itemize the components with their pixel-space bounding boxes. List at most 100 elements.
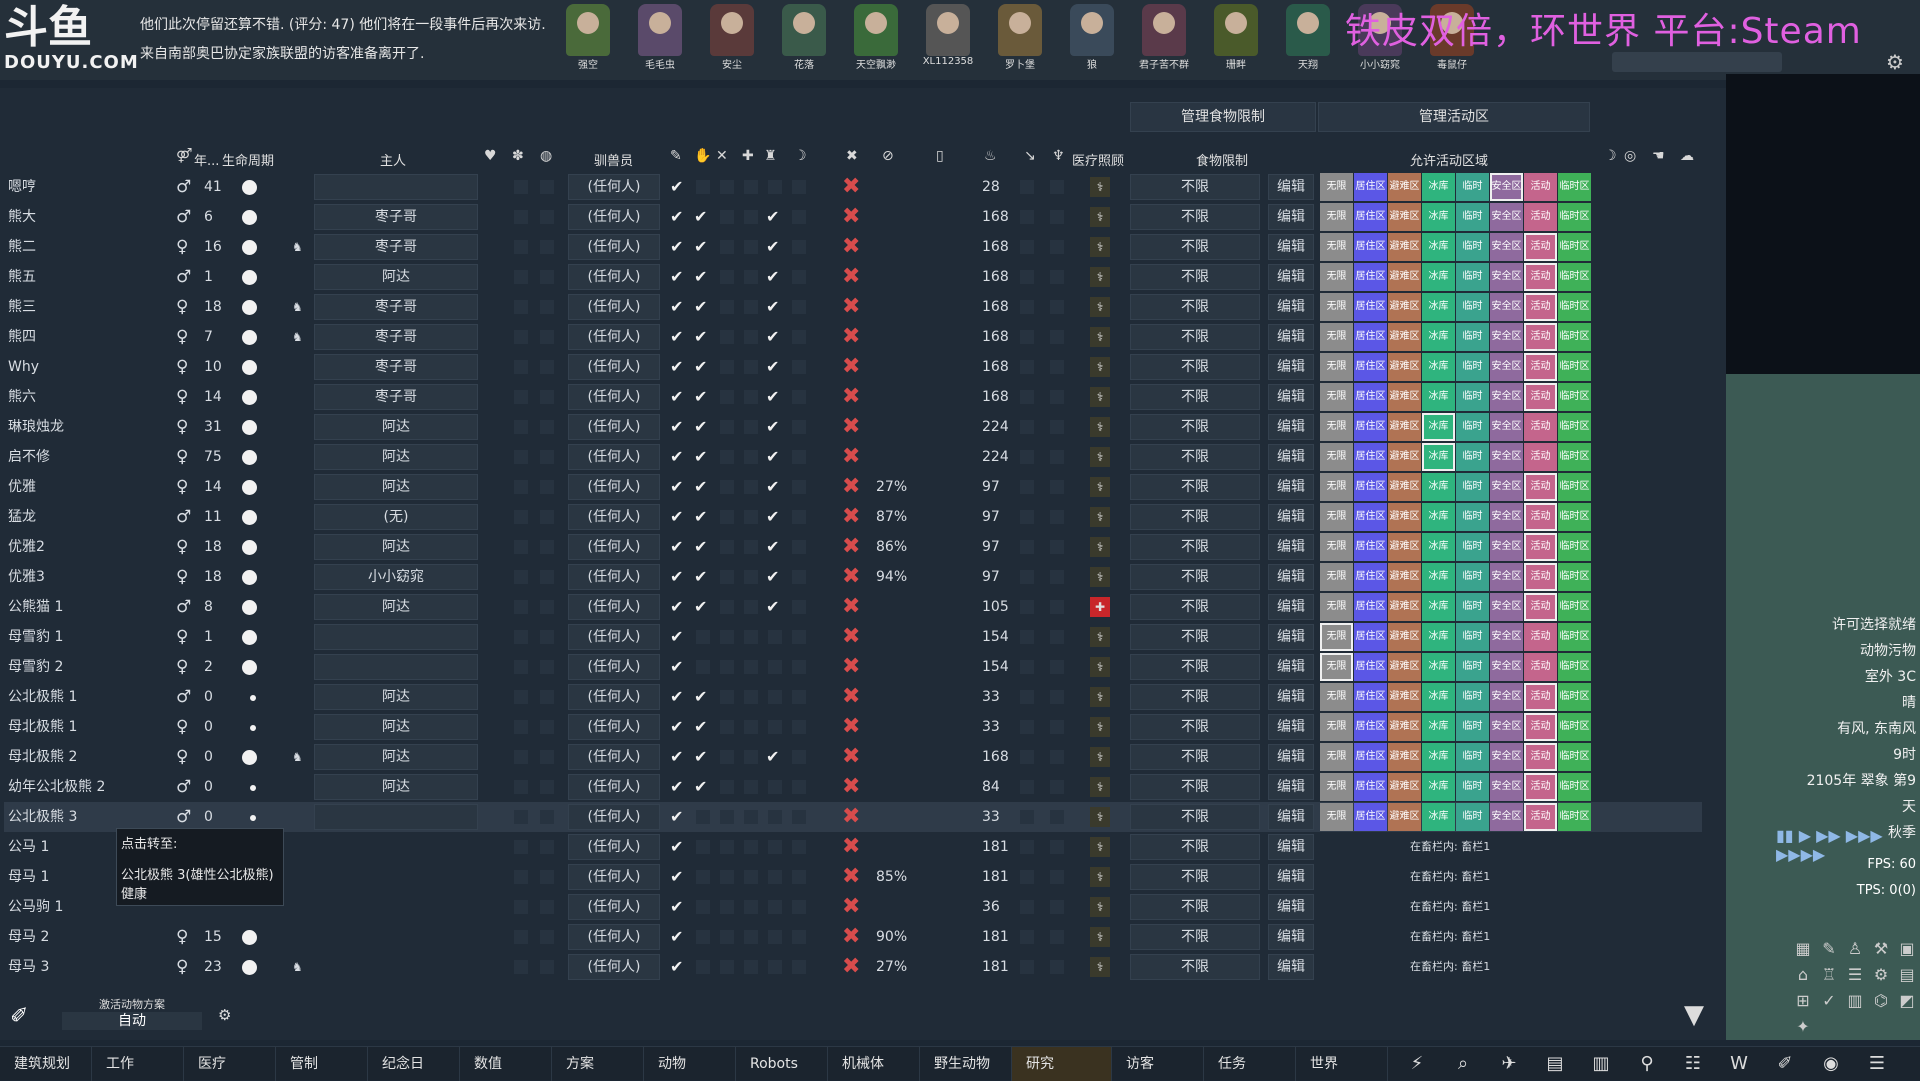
toggle-box[interactable] xyxy=(540,420,554,434)
toggle-box[interactable] xyxy=(540,870,554,884)
toggle-box[interactable] xyxy=(792,690,806,704)
food-select[interactable]: 不限 xyxy=(1130,774,1260,800)
food-select[interactable]: 不限 xyxy=(1130,684,1260,710)
toggle-box[interactable] xyxy=(1050,270,1064,284)
zone-cell[interactable]: 安全区 xyxy=(1490,653,1523,681)
slaughter-x-icon[interactable]: ✖ xyxy=(842,834,861,859)
zone-cell[interactable]: 临时 xyxy=(1456,173,1489,201)
toggle-box[interactable] xyxy=(1050,630,1064,644)
search-icon[interactable]: ⌕ xyxy=(1457,1053,1469,1074)
zone-cell[interactable]: 安全区 xyxy=(1490,413,1523,441)
toggle-box[interactable] xyxy=(744,210,758,224)
toggle-box[interactable] xyxy=(1020,210,1034,224)
table-row[interactable]: 嗯哼 ♂ 41 (任何人) ✔ ✖ 28 ⚕ 不限 编辑 无限 居住区 避难区 冰库 临时 安全区 活动 临时区 xyxy=(4,172,1702,202)
check-icon[interactable]: ✔ xyxy=(766,567,780,586)
toggle-box[interactable] xyxy=(1020,600,1034,614)
zone-cell[interactable]: 冰库 xyxy=(1422,173,1455,201)
animal-name[interactable]: 熊三 xyxy=(8,299,36,315)
toggle-box[interactable] xyxy=(514,450,528,464)
toggle-box[interactable] xyxy=(1020,780,1034,794)
cloud-icon[interactable]: ☁ xyxy=(1680,148,1694,164)
medical-icon[interactable]: ⚕ xyxy=(1090,837,1110,857)
toggle-box[interactable] xyxy=(1020,450,1034,464)
colonist-portrait[interactable]: 罗卜堡 xyxy=(986,4,1054,78)
toggle-box[interactable] xyxy=(744,510,758,524)
slaughter-x-icon[interactable]: ✖ xyxy=(842,354,861,379)
check-icon[interactable]: ✔ xyxy=(670,597,684,616)
trainer-select[interactable]: (任何人) xyxy=(568,804,660,830)
zone-cell[interactable]: 无限 xyxy=(1320,473,1353,501)
zone-cell[interactable]: 冰库 xyxy=(1422,593,1455,621)
master-select[interactable]: 阿达 xyxy=(314,684,478,710)
zone-cell[interactable]: 居住区 xyxy=(1354,413,1387,441)
toggle-box[interactable] xyxy=(744,930,758,944)
zone-cell[interactable]: 临时区 xyxy=(1558,383,1591,411)
auto-policy[interactable]: 激活动物方案 自动 xyxy=(62,996,230,1032)
table-row[interactable]: 启不修 ♀ 75 阿达 (任何人) ✔ ✔ ✔ ✖ 224 ⚕ 不限 编辑 无限 居住区 避难区 冰库 临时 安全区… xyxy=(4,442,1702,472)
check-icon[interactable]: ✔ xyxy=(766,207,780,226)
food-select[interactable]: 不限 xyxy=(1130,954,1260,980)
toggle-box[interactable] xyxy=(792,270,806,284)
master-select[interactable]: 枣子哥 xyxy=(314,204,478,230)
edit-button[interactable]: 编辑 xyxy=(1268,234,1314,260)
medical-icon[interactable]: ⚕ xyxy=(1090,627,1110,647)
zone-cell[interactable]: 活动 xyxy=(1524,383,1557,411)
trainer-select[interactable]: (任何人) xyxy=(568,924,660,950)
edit-button[interactable]: 编辑 xyxy=(1268,744,1314,770)
trainer-select[interactable]: (任何人) xyxy=(568,564,660,590)
table-row[interactable]: 母马 2 ♀ 15 (任何人) ✔ ✖ 90% 181 ⚕ 不限 编辑 在畜栏内: 畜栏1 xyxy=(4,922,1702,952)
trainer-select[interactable]: (任何人) xyxy=(568,624,660,650)
animal-name[interactable]: 嗯哼 xyxy=(8,179,36,195)
toggle-box[interactable] xyxy=(540,240,554,254)
medical-icon[interactable]: ⚕ xyxy=(1090,177,1110,197)
toggle-box[interactable] xyxy=(514,420,528,434)
quick-action-icon[interactable]: ⌂ xyxy=(1797,965,1809,984)
zone-cell[interactable]: 避难区 xyxy=(1388,473,1421,501)
zone-cell[interactable]: 活动 xyxy=(1524,683,1557,711)
quick-action-icon[interactable]: ▦ xyxy=(1795,939,1811,958)
table-row[interactable]: 优雅 ♀ 14 阿达 (任何人) ✔ ✔ ✔ ✖ 27% 97 ⚕ 不限 编辑 无限 居住区 避难区 冰库 临时 安全… xyxy=(4,472,1702,502)
food-select[interactable]: 不限 xyxy=(1130,414,1260,440)
check-icon[interactable]: ✔ xyxy=(766,537,780,556)
slaughter-x-icon[interactable]: ✖ xyxy=(842,564,861,589)
bolt-icon[interactable]: ⚡ xyxy=(1410,1053,1424,1074)
table-row[interactable]: 公马驹 1 (任何人) ✔ ✖ 36 ⚕ 不限 编辑 在畜栏内: 畜栏1 xyxy=(4,892,1702,922)
toggle-box[interactable] xyxy=(744,660,758,674)
zone-cell[interactable]: 居住区 xyxy=(1354,383,1387,411)
toggle-box[interactable] xyxy=(514,390,528,404)
zone-cell[interactable]: 冰库 xyxy=(1422,713,1455,741)
book-icon[interactable]: ▤ xyxy=(1546,1053,1564,1074)
food-select[interactable]: 不限 xyxy=(1130,384,1260,410)
rest-icon[interactable]: ◍ xyxy=(540,148,553,164)
edit-button[interactable]: 编辑 xyxy=(1268,174,1314,200)
toggle-box[interactable] xyxy=(696,900,710,914)
zone-cell[interactable]: 安全区 xyxy=(1490,803,1523,831)
tab-2[interactable]: 医疗 xyxy=(184,1047,276,1081)
toggle-box[interactable] xyxy=(744,570,758,584)
toggle-box[interactable] xyxy=(720,600,734,614)
toggle-box[interactable] xyxy=(1020,810,1034,824)
col-area[interactable]: 允许活动区域 xyxy=(1410,154,1489,169)
slaughter-x-icon[interactable]: ✖ xyxy=(842,744,861,769)
food-select[interactable]: 不限 xyxy=(1130,564,1260,590)
master-select[interactable] xyxy=(314,624,478,650)
edit-button[interactable]: 编辑 xyxy=(1268,384,1314,410)
toggle-box[interactable] xyxy=(696,960,710,974)
zone-cell[interactable]: 临时 xyxy=(1456,263,1489,291)
zone-cell[interactable]: 临时区 xyxy=(1558,323,1591,351)
check-icon[interactable]: ✔ xyxy=(670,837,684,856)
edit-button[interactable]: 编辑 xyxy=(1268,474,1314,500)
toggle-box[interactable] xyxy=(744,330,758,344)
toggle-box[interactable] xyxy=(720,420,734,434)
zone-cell[interactable]: 临时区 xyxy=(1558,473,1591,501)
toggle-box[interactable] xyxy=(744,270,758,284)
toggle-box[interactable] xyxy=(744,630,758,644)
check-icon[interactable]: ✔ xyxy=(694,717,708,736)
animal-name[interactable]: 公北极熊 1 xyxy=(8,689,78,705)
toggle-box[interactable] xyxy=(1050,510,1064,524)
toggle-box[interactable] xyxy=(744,600,758,614)
slaughter-x-icon[interactable]: ✖ xyxy=(842,534,861,559)
check-icon[interactable]: ✔ xyxy=(670,567,684,586)
slaughter-x-icon[interactable]: ✖ xyxy=(842,204,861,229)
edit-button[interactable]: 编辑 xyxy=(1268,774,1314,800)
